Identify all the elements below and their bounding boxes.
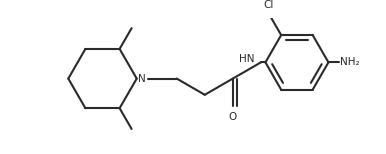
Text: Cl: Cl [263, 0, 274, 10]
Text: O: O [229, 111, 237, 122]
Text: NH₂: NH₂ [340, 57, 360, 67]
Text: HN: HN [239, 54, 255, 64]
Text: N: N [138, 74, 146, 84]
